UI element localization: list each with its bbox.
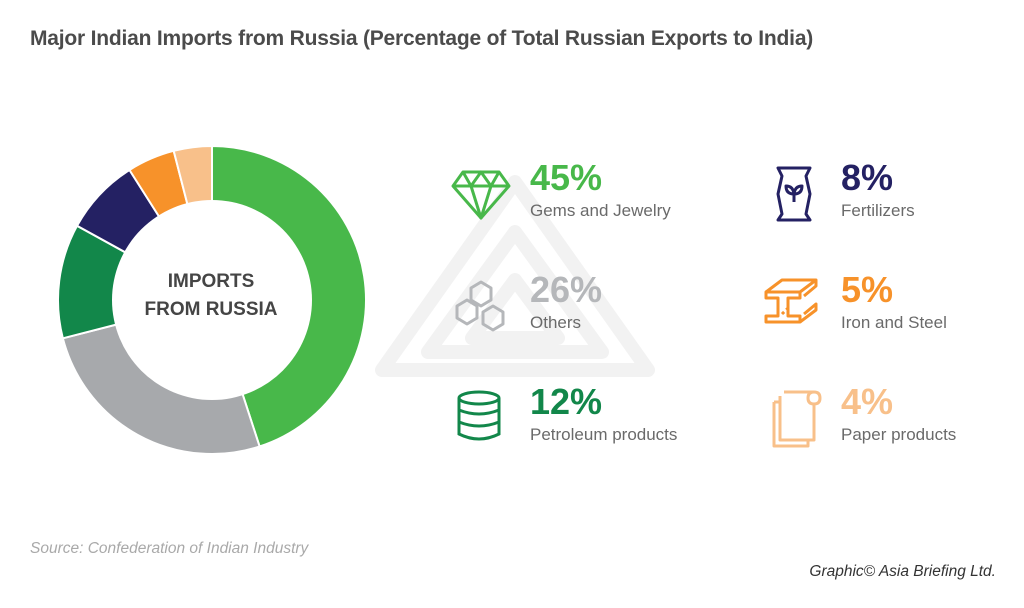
legend-label-gems: Gems and Jewelry — [530, 201, 671, 220]
legend-label-fertilizers: Fertilizers — [841, 201, 915, 220]
legend-label-paper: Paper products — [841, 425, 957, 444]
legend-value-iron-steel: 5% — [841, 269, 894, 310]
graphic-credit: Graphic© Asia Briefing Ltd. — [809, 563, 996, 580]
chart-title: Major Indian Imports from Russia (Percen… — [30, 27, 814, 50]
legend-value-paper: 4% — [841, 381, 894, 422]
legend-value-fertilizers: 8% — [841, 157, 894, 198]
paper-roll-icon — [772, 390, 822, 448]
legend-item-gems: 45% Gems and Jewelry — [449, 157, 719, 244]
oil-barrel-icon — [457, 390, 501, 441]
legend-item-fertilizers: 8% Fertilizers — [760, 157, 1024, 244]
legend-item-others: 26% Others — [449, 269, 719, 356]
legend-value-petroleum: 12% — [530, 381, 603, 422]
legend-item-iron-steel: 5% Iron and Steel — [760, 269, 1024, 356]
gem-icon — [451, 170, 511, 220]
donut-chart — [57, 144, 367, 455]
steel-beam-icon — [764, 278, 818, 324]
legend-item-paper: 4% Paper products — [760, 381, 1024, 468]
hexagons-icon — [455, 280, 505, 332]
donut-hole — [112, 200, 312, 400]
donut-center-label: IMPORTS FROM RUSSIA — [110, 268, 312, 324]
fertilizer-bag-icon — [776, 166, 812, 222]
source-note: Source: Confederation of Indian Industry — [30, 540, 309, 557]
legend-label-petroleum: Petroleum products — [530, 425, 678, 444]
legend-label-others: Others — [530, 313, 582, 332]
legend-value-gems: 45% — [530, 157, 603, 198]
legend-item-petroleum: 12% Petroleum products — [449, 381, 719, 468]
center-label-line-2: FROM RUSSIA — [144, 299, 278, 320]
center-label-line-1: IMPORTS — [167, 271, 255, 292]
legend-label-iron-steel: Iron and Steel — [841, 313, 947, 332]
legend-value-others: 26% — [530, 269, 603, 310]
